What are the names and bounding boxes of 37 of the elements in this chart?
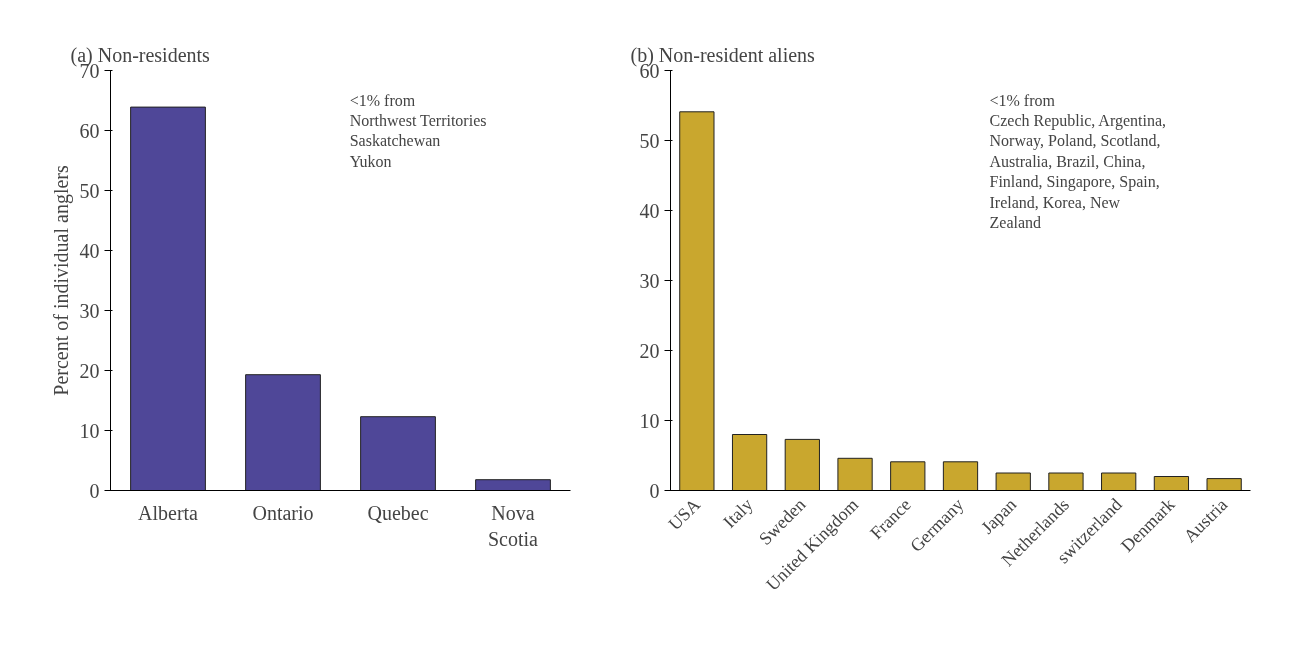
x-tick-label: Alberta [138,501,199,524]
bar [1206,478,1242,491]
bar [1048,472,1084,491]
bar [679,111,715,491]
y-tick-label: 40 [79,239,100,262]
x-tick-label: Nova Scotia [488,501,539,550]
y-tick-label: 30 [639,269,660,292]
bar [360,416,436,491]
y-axis-title: Percent of individual anglers [49,165,73,396]
y-tick-label: 40 [639,199,660,222]
bar [1153,476,1190,491]
bar [942,461,979,491]
x-tick-label: Ontario [252,501,314,524]
y-tick-label: 50 [79,179,100,202]
y-tick-label: 0 [649,479,660,502]
bar [475,479,551,491]
y-tick-label: 20 [639,339,660,362]
annotation: <1% from Czech Republic, Argentina, Norway, Poland, Scotland, Australia, Brazil, China, Finland, Singapore, Spain, Ireland, Korea, New Zealand [989,91,1167,231]
x-tick-label: Italy [719,494,757,532]
bar [245,374,321,491]
bar [784,438,820,491]
annotation: <1% from Northwest Territories Saskatchewan Yukon [349,91,487,170]
bar [995,472,1031,491]
bar [731,434,768,491]
y-tick-label: 10 [639,409,660,432]
y-tick-label: 0 [89,479,100,502]
y-tick-label: 60 [79,119,100,142]
bar [130,106,206,491]
y-tick-label: 30 [79,299,100,322]
bar [890,461,926,491]
x-tick-label: USA [664,494,704,535]
y-tick-label: 50 [639,129,660,152]
bar [1101,472,1137,491]
y-tick-label: 10 [79,419,100,442]
x-tick-label: Quebec [367,501,429,524]
bar [837,457,873,491]
y-tick-label: 20 [79,359,100,382]
